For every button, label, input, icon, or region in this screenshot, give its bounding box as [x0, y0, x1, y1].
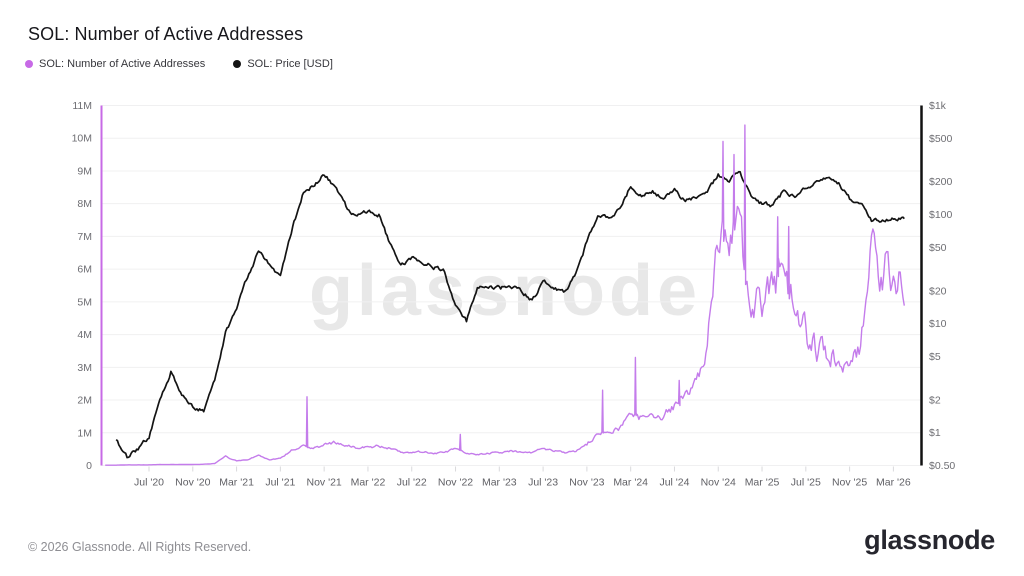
legend-label-price: SOL: Price [USD] — [247, 58, 333, 70]
copyright-text: © 2026 Glassnode. All Rights Reserved. — [28, 540, 252, 554]
page-title: SOL: Number of Active Addresses — [28, 24, 304, 44]
legend-item-price[interactable]: SOL: Price [USD] — [233, 58, 333, 70]
right-axis-tick-label: $500 — [929, 133, 953, 145]
legend-item-active-addresses[interactable]: SOL: Number of Active Addresses — [25, 58, 205, 70]
right-axis-tick-label: $100 — [929, 209, 953, 221]
plot-area[interactable] — [102, 106, 922, 466]
x-axis-tick-label: Jul '20 — [134, 477, 164, 489]
glassnode-logo: glassnode — [864, 525, 995, 555]
right-axis-tick-label: $200 — [929, 176, 953, 188]
left-axis-tick-label: 8M — [77, 198, 92, 210]
legend-label-active-addresses: SOL: Number of Active Addresses — [39, 58, 206, 70]
left-axis-tick-label: 1M — [77, 427, 92, 439]
legend-dot-price-icon — [233, 60, 242, 68]
active-addresses-series-line[interactable] — [105, 124, 905, 466]
x-axis-tick-label: Mar '21 — [219, 477, 254, 489]
x-axis-tick-label: Nov '22 — [438, 477, 473, 489]
left-axis-tick-label: 6M — [77, 264, 92, 276]
right-axis-tick-label: $2 — [929, 394, 941, 406]
left-axis-tick-label: 9M — [77, 165, 92, 177]
x-axis-tick-label: Nov '25 — [832, 477, 867, 489]
x-axis-tick-label: Mar '24 — [613, 477, 648, 489]
x-axis-tick-label: Jul '21 — [265, 477, 295, 489]
price-series-line[interactable] — [115, 170, 905, 459]
right-axis-tick-label: $1k — [929, 100, 947, 112]
legend-dot-active-addresses-icon — [25, 60, 33, 68]
x-axis-tick-label: Mar '22 — [351, 477, 386, 489]
right-axis-tick-label: $0.50 — [929, 460, 955, 472]
left-axis-tick-label: 7M — [77, 231, 92, 243]
x-axis-tick-label: Jul '24 — [659, 477, 689, 489]
left-axis-tick-label: 0 — [86, 460, 92, 472]
left-axis-tick-label: 10M — [72, 133, 92, 145]
right-axis-tick-label: $50 — [929, 242, 947, 254]
left-axis-tick-label: 4M — [77, 329, 92, 341]
x-axis-tick-label: Nov '20 — [175, 477, 210, 489]
x-axis-tick-label: Mar '26 — [876, 477, 911, 489]
x-axis-tick-label: Nov '24 — [701, 477, 736, 489]
right-axis-tick-label: $20 — [929, 285, 947, 297]
right-axis-tick-label: $1 — [929, 427, 941, 439]
left-axis-tick-label: 2M — [77, 395, 92, 407]
x-axis-tick-label: Jul '23 — [528, 477, 558, 489]
x-axis-tick-label: Jul '22 — [397, 477, 427, 489]
left-axis-tick-label: 5M — [77, 296, 92, 308]
right-axis-tick-label: $10 — [929, 318, 947, 330]
chart-legend: SOL: Number of Active Addresses SOL: Pri… — [25, 58, 333, 70]
left-axis-tick-label: 3M — [77, 362, 92, 374]
x-axis-tick-label: Jul '25 — [791, 477, 821, 489]
right-axis-tick-label: $5 — [929, 351, 941, 363]
glassnode-watermark: glassnode — [309, 251, 701, 331]
x-axis-tick-label: Mar '23 — [482, 477, 517, 489]
x-axis-tick-label: Nov '23 — [569, 477, 604, 489]
x-axis-tick-label: Nov '21 — [307, 477, 342, 489]
left-axis-tick-label: 11M — [72, 100, 92, 112]
x-axis-tick-label: Mar '25 — [745, 477, 780, 489]
